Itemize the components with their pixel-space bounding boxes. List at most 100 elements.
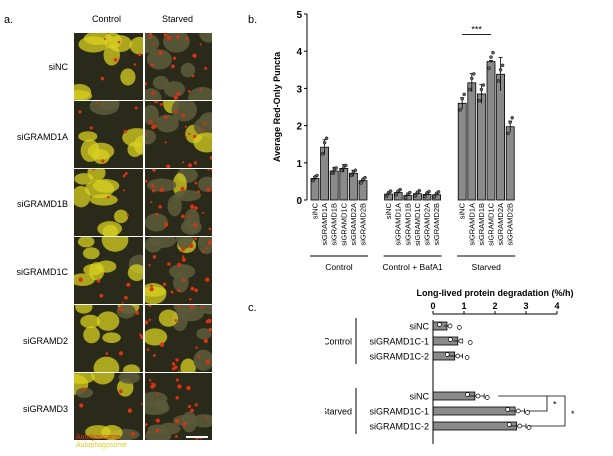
- cell: [178, 305, 205, 322]
- bar: [496, 73, 506, 201]
- cell-image: [74, 373, 143, 440]
- x-tick-label: siGRAMD1C: [413, 202, 422, 246]
- row-label-sinc: siNC: [48, 62, 69, 72]
- puncta: [131, 432, 135, 436]
- micrograph-tile: [74, 169, 143, 236]
- puncta: [79, 403, 84, 408]
- category-label: siNC: [410, 322, 430, 332]
- puncta: [150, 284, 153, 288]
- data-point: [487, 66, 491, 71]
- cell: [101, 425, 123, 440]
- x-tick-label: siGRAMD1C: [339, 202, 348, 246]
- puncta: [140, 334, 143, 340]
- y-tick-label: 3: [296, 84, 302, 95]
- column-label-control: Control: [92, 14, 122, 24]
- puncta: [139, 333, 142, 336]
- row-label-sigramd1b: siGRAMD1B: [16, 199, 68, 209]
- cell: [147, 178, 177, 192]
- cell-image: [145, 101, 212, 168]
- puncta: [170, 290, 174, 294]
- puncta: [197, 355, 201, 358]
- puncta: [150, 201, 153, 204]
- cell-image: [74, 169, 130, 236]
- x-tick-label: siGRAMD1B: [330, 203, 339, 246]
- data-point: [404, 196, 408, 200]
- puncta: [194, 237, 197, 241]
- significance-bracket: [498, 395, 548, 412]
- puncta: [190, 204, 195, 209]
- cell: [167, 195, 182, 217]
- cell: [83, 326, 100, 344]
- puncta: [96, 279, 101, 283]
- cell: [134, 135, 143, 155]
- data-point: [515, 408, 521, 414]
- group-label: Control + BafA1: [382, 262, 443, 272]
- data-point: [444, 352, 450, 357]
- data-point: [448, 337, 453, 342]
- panel-b-letter: b.: [248, 14, 258, 26]
- cell: [171, 101, 197, 122]
- bar: [457, 102, 467, 201]
- y-tick-label: 2: [296, 122, 302, 133]
- puncta: [151, 184, 155, 188]
- cell: [193, 132, 212, 153]
- puncta: [202, 211, 205, 214]
- bar: [349, 172, 358, 201]
- puncta: [196, 190, 200, 194]
- cell: [80, 314, 101, 329]
- puncta: [171, 64, 175, 69]
- cell: [158, 309, 179, 327]
- y-tick-label: 1: [296, 159, 302, 170]
- x-tick-label: siGRAMD2B: [359, 203, 368, 246]
- puncta: [199, 43, 202, 46]
- puncta: [149, 36, 152, 39]
- data-point: [481, 83, 486, 87]
- x-tick-label: siNC: [384, 202, 393, 219]
- puncta: [149, 119, 153, 123]
- puncta: [205, 277, 210, 282]
- data-point: [432, 195, 437, 199]
- cell: [180, 358, 196, 372]
- puncta: [194, 181, 198, 185]
- puncta: [92, 169, 96, 171]
- puncta: [147, 430, 150, 434]
- data-point: [384, 194, 389, 199]
- significance-label: *: [553, 400, 557, 410]
- micrograph-tile: [145, 237, 212, 304]
- micrograph-tile: [145, 373, 212, 440]
- puncta: [117, 40, 121, 44]
- puncta: [166, 164, 171, 168]
- cell-image: [145, 33, 212, 100]
- puncta: [177, 262, 182, 267]
- data-point: [398, 187, 402, 192]
- cell: [113, 209, 129, 224]
- cell: [123, 364, 140, 372]
- puncta: [189, 243, 194, 248]
- x-tick-label: siGRAMD1B: [477, 203, 486, 246]
- data-point: [359, 181, 363, 185]
- puncta: [203, 122, 206, 126]
- puncta: [159, 187, 164, 192]
- cell: [145, 237, 162, 253]
- puncta: [152, 124, 157, 129]
- cell: [188, 86, 212, 100]
- puncta: [177, 305, 181, 308]
- puncta: [193, 161, 198, 165]
- puncta: [203, 338, 208, 343]
- puncta: [174, 435, 178, 438]
- scale-bar: [186, 436, 208, 438]
- puncta: [149, 287, 154, 292]
- puncta: [159, 102, 163, 106]
- puncta: [123, 129, 127, 134]
- data-point: [506, 422, 512, 427]
- puncta: [152, 255, 157, 259]
- chart-title: Long-lived protein degradation (%/h): [417, 288, 574, 298]
- data-point: [437, 322, 442, 327]
- cell-image: [74, 237, 143, 304]
- cell: [96, 311, 120, 331]
- cell: [145, 33, 160, 54]
- puncta: [148, 318, 151, 322]
- micrograph-tile: [74, 101, 143, 168]
- panel-c-letter: c.: [248, 302, 257, 314]
- puncta: [145, 141, 147, 144]
